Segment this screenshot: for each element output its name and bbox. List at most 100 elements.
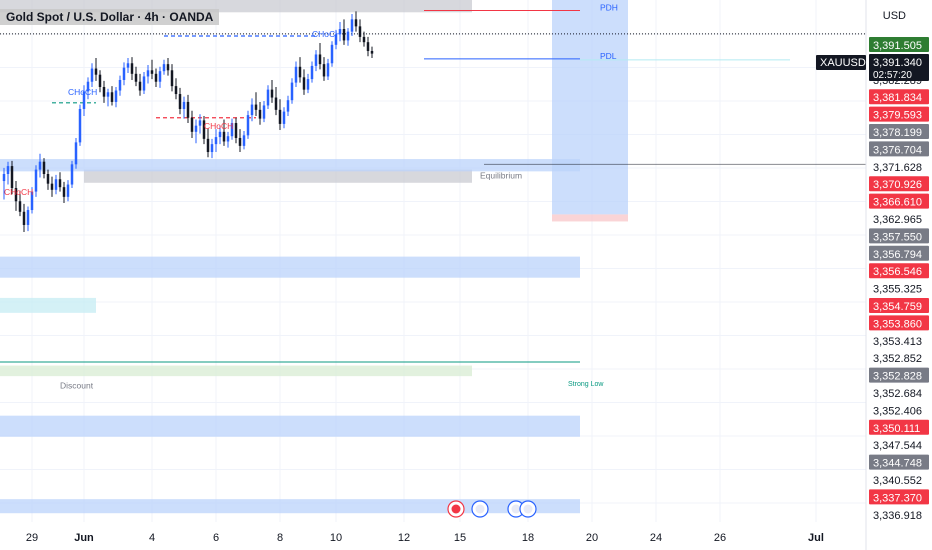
price-label[interactable]: 3,356.794: [869, 245, 929, 261]
candle[interactable]: [10, 160, 14, 195]
candle[interactable]: [302, 69, 306, 95]
candle[interactable]: [326, 58, 330, 80]
candle[interactable]: [90, 63, 94, 87]
candle[interactable]: [94, 58, 98, 81]
candle[interactable]: [154, 68, 158, 87]
price-label[interactable]: 3,352.684: [873, 388, 922, 400]
price-label[interactable]: 3,352.406: [873, 405, 922, 417]
candle[interactable]: [278, 99, 282, 131]
price-label[interactable]: 3,344.748: [869, 454, 929, 470]
event-markers[interactable]: [447, 500, 537, 518]
candle[interactable]: [318, 43, 322, 70]
candle[interactable]: [62, 181, 66, 203]
candle[interactable]: [198, 114, 202, 134]
candle[interactable]: [14, 181, 18, 211]
candle[interactable]: [130, 57, 134, 80]
candle[interactable]: [170, 64, 174, 92]
price-label[interactable]: 3,336.918: [873, 510, 922, 522]
price-axis[interactable]: 3,391.5053,391.3403,382.2893,381.8343,37…: [816, 0, 932, 550]
candle[interactable]: [34, 165, 38, 197]
candle[interactable]: [26, 206, 30, 232]
candle[interactable]: [246, 110, 250, 139]
price-label[interactable]: 3,337.370: [869, 489, 929, 505]
candle[interactable]: [214, 129, 218, 153]
candle[interactable]: [206, 128, 210, 158]
candle[interactable]: [258, 101, 262, 125]
candle[interactable]: [330, 41, 334, 67]
candle[interactable]: [50, 176, 54, 197]
candles-layer[interactable]: [2, 11, 374, 232]
candle[interactable]: [18, 190, 22, 217]
candle[interactable]: [118, 75, 122, 96]
price-label[interactable]: 3,352.828: [869, 367, 929, 383]
candle[interactable]: [342, 19, 346, 45]
candle[interactable]: [22, 203, 26, 232]
candle[interactable]: [254, 92, 258, 116]
economic-event-marker[interactable]: [447, 500, 465, 518]
price-label[interactable]: 3,353.413: [873, 336, 922, 348]
candle[interactable]: [218, 125, 222, 145]
candle[interactable]: [122, 62, 126, 86]
price-label[interactable]: 3,357.550: [869, 228, 929, 244]
candle[interactable]: [210, 138, 214, 159]
candle[interactable]: [282, 107, 286, 129]
candle[interactable]: [150, 59, 154, 80]
candle[interactable]: [290, 78, 294, 104]
candle[interactable]: [266, 85, 270, 109]
price-label[interactable]: 3,354.759: [869, 298, 929, 313]
price-label[interactable]: 3,371.628: [873, 162, 922, 174]
candle[interactable]: [322, 57, 326, 81]
candle[interactable]: [166, 58, 170, 76]
economic-event-marker[interactable]: [471, 500, 489, 518]
candle[interactable]: [102, 80, 106, 103]
price-label[interactable]: 3,340.552: [873, 475, 922, 487]
candle[interactable]: [138, 73, 142, 96]
candle[interactable]: [310, 61, 314, 83]
candle[interactable]: [86, 77, 90, 100]
candle[interactable]: [66, 180, 70, 202]
candle[interactable]: [334, 29, 338, 50]
candle[interactable]: [362, 31, 366, 47]
candle[interactable]: [186, 94, 190, 124]
candle[interactable]: [242, 130, 246, 150]
candle[interactable]: [346, 28, 350, 46]
candle[interactable]: [178, 87, 182, 115]
candle[interactable]: [142, 72, 146, 95]
candle[interactable]: [274, 87, 278, 116]
price-label[interactable]: 3,366.610: [869, 193, 929, 209]
candle[interactable]: [358, 19, 362, 43]
candle[interactable]: [162, 59, 166, 75]
price-label[interactable]: 3,353.860: [869, 315, 929, 331]
candle[interactable]: [286, 95, 290, 116]
price-label[interactable]: 3,370.926: [869, 176, 929, 192]
candle[interactable]: [98, 70, 102, 93]
candle[interactable]: [298, 57, 302, 83]
candle[interactable]: [234, 117, 238, 144]
candle[interactable]: [146, 65, 150, 84]
candle[interactable]: [74, 137, 78, 169]
price-label[interactable]: 3,376.704: [869, 141, 929, 157]
price-label[interactable]: 3,381.834: [869, 89, 929, 105]
candle[interactable]: [194, 119, 198, 144]
price-label[interactable]: 3,378.199: [869, 124, 929, 139]
candle[interactable]: [262, 101, 266, 123]
candle[interactable]: [82, 85, 86, 116]
candle[interactable]: [230, 118, 234, 140]
candle[interactable]: [58, 172, 62, 192]
symbol-badge[interactable]: XAUUSD: [816, 55, 866, 70]
candle[interactable]: [306, 73, 310, 94]
candle[interactable]: [190, 110, 194, 138]
price-label[interactable]: 3,379.593: [869, 106, 929, 122]
candle[interactable]: [134, 66, 138, 87]
candle[interactable]: [78, 104, 82, 146]
price-label[interactable]: 3,355.325: [873, 284, 922, 296]
candle[interactable]: [2, 167, 6, 200]
candle[interactable]: [54, 174, 58, 195]
candle[interactable]: [42, 158, 46, 179]
candle[interactable]: [370, 46, 374, 58]
candle[interactable]: [314, 50, 318, 72]
candle[interactable]: [182, 96, 186, 119]
candle[interactable]: [110, 86, 114, 106]
